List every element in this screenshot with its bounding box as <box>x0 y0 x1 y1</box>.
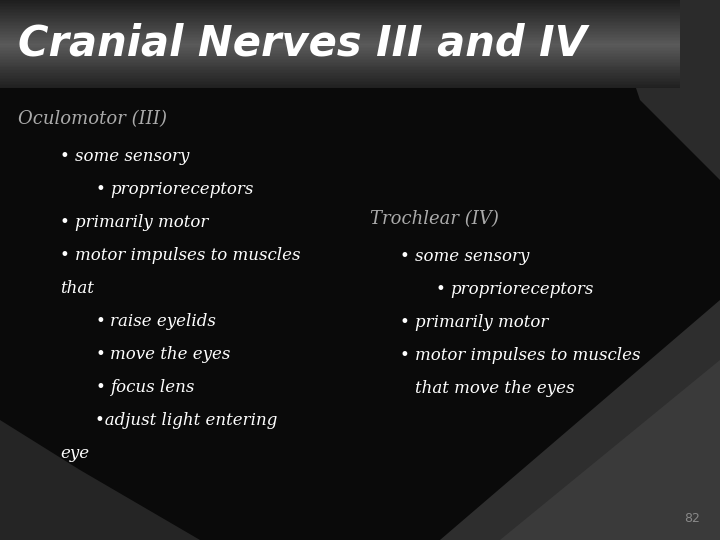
Text: •: • <box>60 148 70 165</box>
Bar <box>0 75 680 76</box>
Bar <box>0 39 680 41</box>
Text: primarily motor: primarily motor <box>415 314 549 331</box>
Bar <box>0 49 680 50</box>
Bar <box>0 86 680 88</box>
Text: Oculomotor (III): Oculomotor (III) <box>18 110 167 128</box>
Bar <box>0 66 680 68</box>
Bar <box>0 13 680 15</box>
Text: eye: eye <box>60 445 89 462</box>
Bar <box>0 28 680 29</box>
Bar <box>0 23 680 25</box>
Bar <box>0 84 680 85</box>
Text: Trochlear (IV): Trochlear (IV) <box>370 210 499 228</box>
Bar <box>0 19 680 21</box>
Bar <box>0 15 680 16</box>
Text: some sensory: some sensory <box>415 248 529 265</box>
Bar <box>0 47 680 49</box>
Bar <box>0 33 680 35</box>
Polygon shape <box>0 420 200 540</box>
Bar <box>0 32 680 33</box>
Polygon shape <box>500 360 720 540</box>
Bar <box>0 73 680 75</box>
Text: •: • <box>95 379 104 396</box>
Text: •: • <box>60 247 70 264</box>
Text: •: • <box>60 214 70 231</box>
Text: proprioreceptors: proprioreceptors <box>110 181 253 198</box>
Bar <box>0 6 680 8</box>
Bar <box>0 18 680 19</box>
Text: motor impulses to muscles: motor impulses to muscles <box>75 247 300 264</box>
Text: •: • <box>435 281 445 298</box>
Bar <box>0 38 680 39</box>
Bar <box>0 72 680 73</box>
Bar <box>0 76 680 78</box>
Text: •adjust light entering: •adjust light entering <box>95 412 277 429</box>
Bar <box>0 31 680 32</box>
Bar <box>0 57 680 59</box>
Bar <box>0 60 680 62</box>
Bar <box>0 10 680 12</box>
Text: •: • <box>95 181 104 198</box>
Bar <box>0 62 680 63</box>
Bar <box>0 70 680 72</box>
Bar <box>0 29 680 31</box>
Text: focus lens: focus lens <box>110 379 194 396</box>
Bar <box>0 85 680 86</box>
Text: move the eyes: move the eyes <box>110 346 230 363</box>
Bar <box>0 2 680 3</box>
Polygon shape <box>440 300 720 540</box>
Bar <box>0 21 680 22</box>
Bar <box>0 12 680 13</box>
Text: proprioreceptors: proprioreceptors <box>450 281 593 298</box>
Bar <box>0 69 680 70</box>
Text: •: • <box>400 314 410 331</box>
Text: Cranial Nerves III and IV: Cranial Nerves III and IV <box>18 23 587 65</box>
Bar <box>0 50 680 51</box>
Bar <box>0 25 680 26</box>
Text: •: • <box>400 347 410 364</box>
Bar <box>0 82 680 84</box>
Bar <box>0 59 680 60</box>
Bar <box>0 35 680 37</box>
Bar <box>0 41 680 43</box>
Text: •: • <box>95 313 104 330</box>
Bar <box>0 45 680 47</box>
Text: 82: 82 <box>684 512 700 525</box>
Bar <box>0 9 680 10</box>
Text: raise eyelids: raise eyelids <box>110 313 216 330</box>
Bar <box>0 8 680 9</box>
Text: •: • <box>95 346 104 363</box>
Text: motor impulses to muscles: motor impulses to muscles <box>415 347 641 364</box>
Bar <box>0 51 680 53</box>
Bar <box>0 16 680 18</box>
Bar <box>0 79 680 80</box>
Bar <box>0 0 680 2</box>
Text: that: that <box>60 280 94 297</box>
Bar <box>0 78 680 79</box>
Text: •: • <box>400 248 410 265</box>
Bar <box>0 44 680 45</box>
Bar <box>0 65 680 66</box>
Bar <box>0 3 680 4</box>
Bar <box>0 43 680 44</box>
Bar <box>0 26 680 28</box>
Bar <box>0 4 680 6</box>
Bar <box>0 63 680 65</box>
Bar <box>0 80 680 82</box>
Polygon shape <box>580 0 720 180</box>
Text: primarily motor: primarily motor <box>75 214 208 231</box>
Bar <box>0 22 680 23</box>
Bar <box>0 54 680 56</box>
Bar <box>0 37 680 38</box>
Bar <box>0 56 680 57</box>
Bar <box>0 68 680 69</box>
Bar <box>0 53 680 54</box>
Text: some sensory: some sensory <box>75 148 189 165</box>
Text: that move the eyes: that move the eyes <box>415 380 575 397</box>
